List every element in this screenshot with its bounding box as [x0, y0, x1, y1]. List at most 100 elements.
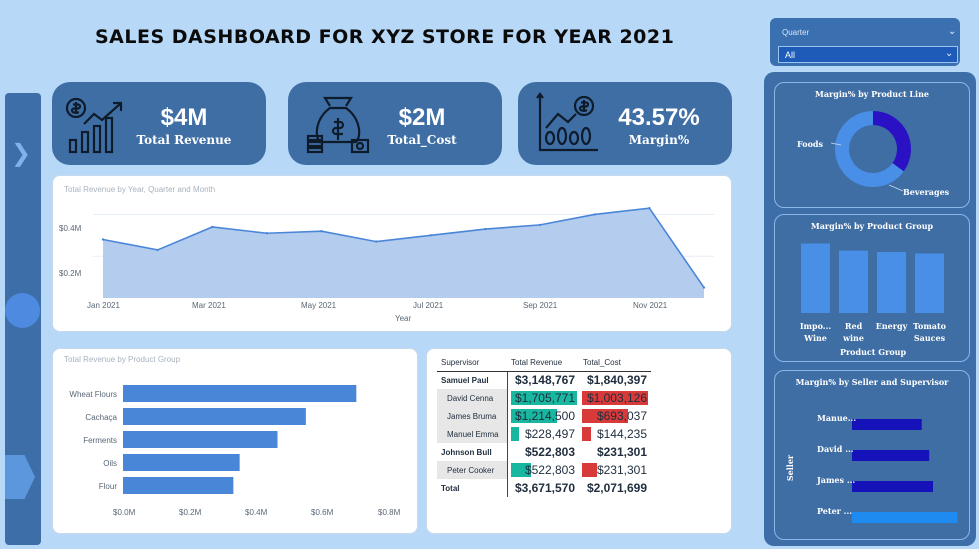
- slicer-label: Quarter: [782, 28, 810, 37]
- cost-data-bar: [582, 463, 598, 477]
- category-label: Impo...: [800, 321, 832, 331]
- data-point: [429, 234, 433, 237]
- kpi-revenue-label: Total Revenue: [136, 133, 232, 147]
- supervisor-name-cell: Samuel Paul: [437, 371, 508, 389]
- data-point: [484, 227, 487, 231]
- x-tick-label: Jul 2021: [413, 301, 444, 310]
- x-tick-label: Jan 2021: [87, 301, 120, 310]
- category-label: Oils: [103, 459, 117, 468]
- kpi-revenue-card: $4M Total Revenue: [52, 82, 266, 165]
- supervisor-name-cell: Manuel Emma: [437, 425, 508, 443]
- table-row[interactable]: Peter Cooker $522,803 $231,301: [437, 461, 651, 479]
- column-header[interactable]: Total_Cost: [579, 357, 651, 372]
- bar: [852, 481, 933, 492]
- table-row[interactable]: Manuel Emma $228,497 $144,235: [437, 425, 651, 443]
- cost-value: $231,301: [596, 445, 647, 459]
- cost-cell: $1,840,397: [579, 371, 651, 389]
- nav-dot-button[interactable]: [5, 293, 40, 328]
- table-row[interactable]: David Cenna $1,705,771 $1,003,126: [437, 389, 651, 407]
- chevron-down-icon: ⌄: [945, 48, 954, 59]
- nav-rail: ❯: [5, 93, 41, 545]
- product-group-margin-chart[interactable]: Impo... Wine Red wine Energy Tomato Sauces Prod…: [775, 215, 971, 363]
- category-label: Ferments: [83, 436, 117, 445]
- bar: [123, 477, 234, 494]
- column-header[interactable]: Supervisor: [437, 357, 507, 372]
- cost-value: $2,071,699: [586, 481, 647, 495]
- revenue-cell: $522,803: [507, 443, 579, 461]
- y-axis-title: Seller: [785, 454, 796, 482]
- kpi-margin-value: 43.57%: [618, 104, 700, 131]
- revenue-data-bar: [510, 391, 577, 405]
- supervisor-matrix-panel: Supervisor Total Revenue Total_Cost Samu…: [426, 348, 732, 534]
- supervisor-name-cell: James Bruma: [437, 407, 508, 425]
- category-label: Peter ...: [817, 506, 852, 516]
- table-row[interactable]: James Bruma $1,214,500 $693,037: [437, 407, 651, 425]
- chevron-down-icon[interactable]: ⌄: [948, 26, 957, 37]
- revenue-value: $1,214,500: [514, 409, 575, 423]
- revenue-trend-chart[interactable]: [53, 176, 733, 333]
- bar: [123, 385, 357, 402]
- data-point: [538, 223, 542, 227]
- revenue-value: $228,497: [524, 427, 575, 441]
- category-label: Red: [845, 321, 863, 331]
- column-header[interactable]: Total Revenue: [507, 357, 579, 372]
- table-row[interactable]: Total $3,671,570 $2,071,699: [437, 479, 651, 497]
- kpi-margin-label: Margin%: [628, 133, 690, 147]
- category-label: Wine: [803, 333, 827, 343]
- x-axis-title: Product Group: [840, 347, 907, 357]
- margin-by-product-group-card: Margin% by Product Group Impo... Wine Red w…: [774, 214, 970, 362]
- data-point: [648, 206, 651, 210]
- revenue-value: $3,148,767: [514, 373, 575, 388]
- table-row[interactable]: Samuel Paul $3,148,767 $1,840,397: [437, 371, 651, 389]
- x-tick-label: Sep 2021: [523, 301, 558, 310]
- quarter-dropdown[interactable]: All ⌄: [778, 46, 958, 63]
- kpi-revenue-value: $4M: [160, 104, 208, 131]
- seller-margin-chart[interactable]: Manue... David ... James ... Peter ...: [775, 371, 971, 541]
- revenue-data-bar: [510, 409, 558, 423]
- cost-cell: $2,071,699: [579, 479, 651, 497]
- money-bag-icon: [306, 96, 370, 154]
- category-label: Cachaça: [85, 413, 117, 422]
- category-label: wine: [842, 333, 864, 343]
- cost-cell: $231,301: [579, 461, 651, 479]
- x-axis-title: Year: [395, 314, 412, 323]
- bar: [801, 243, 830, 313]
- product-group-revenue-chart[interactable]: Wheat Flours Cachaça Ferments Oils Flour: [53, 349, 419, 535]
- donut-slice: [873, 111, 911, 172]
- product-line-donut-chart[interactable]: [775, 83, 971, 209]
- data-point: [265, 232, 269, 235]
- product-group-revenue-title: Total Revenue by Product Group: [64, 355, 181, 364]
- category-label: David ...: [817, 444, 854, 454]
- revenue-value: $1,705,771: [514, 391, 575, 405]
- kpi-cost-value: $2M: [398, 104, 446, 131]
- cost-value: $231,301: [596, 463, 647, 477]
- cost-data-bar: [582, 391, 648, 405]
- cost-cell: $693,037: [579, 407, 651, 425]
- y-tick-label: $0.2M: [59, 269, 82, 278]
- revenue-trend-title: Total Revenue by Year, Quarter and Month: [64, 185, 216, 194]
- margin-by-seller-card: Margin% by Seller and Supervisor Manue..…: [774, 370, 970, 540]
- table-row[interactable]: Johnson Bull $522,803 $231,301: [437, 443, 651, 461]
- y-tick-label: $0.4M: [59, 224, 82, 233]
- dollar-chart-icon: [536, 92, 598, 152]
- dropdown-value: All: [785, 50, 796, 60]
- data-point: [101, 238, 105, 241]
- cost-cell: $144,235: [579, 425, 651, 443]
- nav-next-button[interactable]: [5, 455, 35, 499]
- margin-by-product-line-card: Margin% by Product Line Foods Beverages: [774, 82, 970, 208]
- category-label: Wheat Flours: [69, 390, 117, 399]
- revenue-cell: $1,214,500: [507, 407, 579, 425]
- kpi-margin-card: 43.57% Margin%: [518, 82, 732, 165]
- chevron-right-icon[interactable]: ❯: [11, 139, 32, 167]
- quarter-slicer: Quarter ⌄ All ⌄: [770, 18, 960, 66]
- card-title: Margin% by Product Line: [814, 89, 929, 99]
- x-tick-label: $0.8M: [378, 508, 401, 517]
- supervisor-matrix: Supervisor Total Revenue Total_Cost Samu…: [437, 357, 651, 497]
- supervisor-name-cell: Peter Cooker: [437, 461, 508, 479]
- x-tick-label: $0.4M: [245, 508, 268, 517]
- category-label: Energy: [876, 321, 908, 331]
- leader-line: [830, 142, 842, 146]
- bar: [877, 252, 906, 313]
- revenue-value: $522,803: [524, 445, 575, 459]
- category-label: Sauces: [914, 333, 946, 343]
